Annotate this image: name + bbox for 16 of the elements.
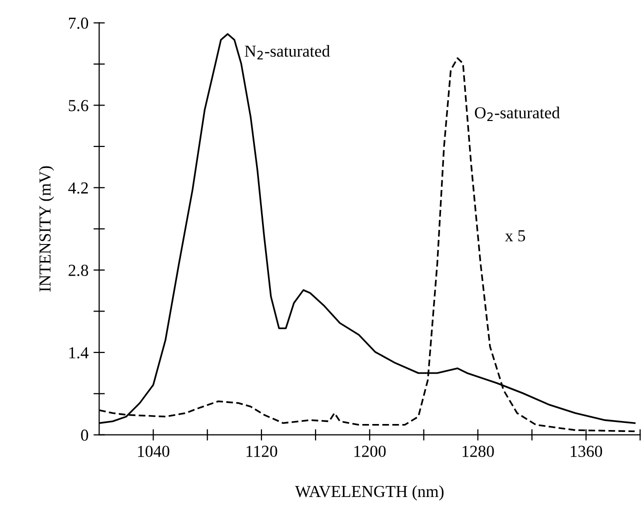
series-label: N$_{2}$-saturated — [244, 45, 330, 60]
y-tick-label: 2.8 — [68, 264, 88, 276]
x-tick-label: 1360 — [570, 446, 602, 457]
y-axis-title: INTENSITY (mV) — [38, 166, 54, 292]
x-tick-label: 1280 — [462, 446, 494, 457]
series-label: O$_{2}$-saturated — [474, 106, 560, 121]
y-tick-label: 1.4 — [69, 347, 88, 358]
y-tick-label: 4.2 — [68, 182, 88, 194]
x-axis-title: WAVELENGTH (nm) — [295, 485, 444, 500]
y-tick-label: 5.6 — [68, 100, 88, 112]
x-tick-label: 1200 — [354, 446, 386, 457]
x-tick-label: 1120 — [246, 446, 278, 457]
annotation: x 5 — [505, 230, 526, 242]
text: 7.0 — [69, 18, 88, 29]
y-tick-label: 0 — [81, 430, 88, 441]
x-tick-label: 1040 — [138, 446, 170, 457]
